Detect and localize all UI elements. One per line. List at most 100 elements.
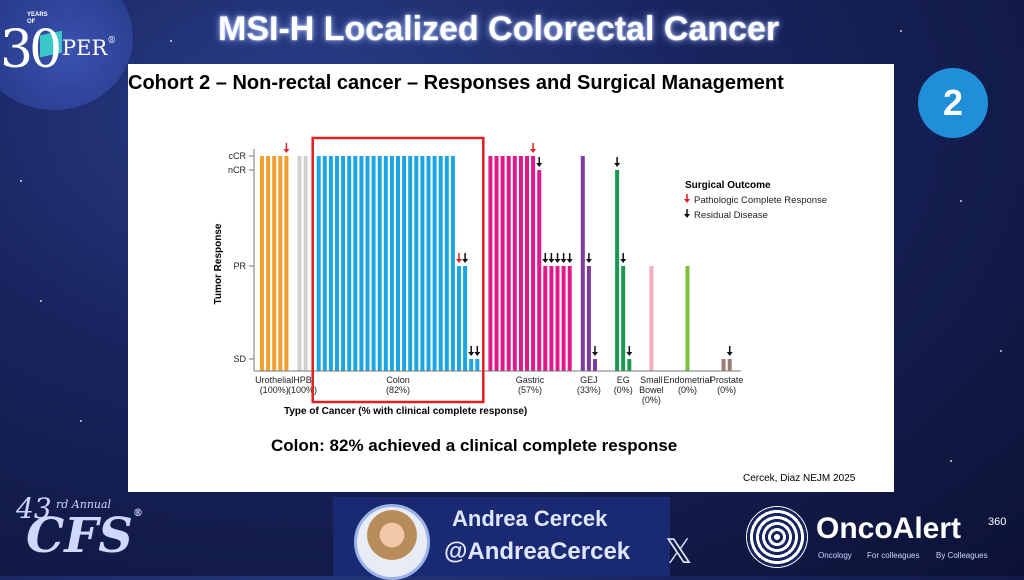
bar <box>685 266 690 371</box>
x-group-label: EG <box>617 375 630 385</box>
legend-label: Residual Disease <box>694 210 768 221</box>
bar <box>580 156 585 371</box>
speaker-name: Andrea Cercek <box>452 506 608 531</box>
bar <box>500 156 505 371</box>
bar <box>531 156 536 371</box>
x-group-pct: (100%) <box>288 385 317 395</box>
bar <box>525 156 529 371</box>
star <box>40 300 42 302</box>
cfs-name-text: CFS <box>26 508 133 564</box>
bar <box>438 156 443 371</box>
avatar <box>354 504 430 580</box>
speaker-handle[interactable]: @AndreaCercek <box>444 538 631 565</box>
bar <box>561 266 566 371</box>
oncoalert-360: 360 <box>988 516 1007 528</box>
legend-title: Surgical Outcome <box>685 180 771 191</box>
highlight-box <box>311 136 485 404</box>
bar <box>506 156 511 371</box>
bar <box>567 266 572 371</box>
x-group-label: Gastric <box>516 375 545 385</box>
cfs-number: 43 <box>16 492 52 525</box>
y-tick-label: SD <box>233 354 246 364</box>
rd-arrowhead <box>468 352 475 356</box>
bar <box>555 266 560 371</box>
x-group-label: Bowel <box>639 385 664 395</box>
bar <box>414 156 419 371</box>
bar <box>627 359 632 371</box>
rd-arrowhead <box>620 259 627 263</box>
slide-subtitle: Cohort 2 – Non-rectal cancer – Responses… <box>128 72 784 94</box>
brand-tag: For colleagues <box>867 551 920 560</box>
x-group-pct: (100%) <box>260 385 289 395</box>
bar <box>353 156 358 371</box>
bar <box>512 156 517 371</box>
response-chart: SD PR nCR cCR Tumor Response Urothelial(100%)… <box>213 136 827 417</box>
logo-years-text: YEARS OF <box>27 12 48 25</box>
bar <box>615 170 620 371</box>
bar <box>297 156 302 371</box>
bar <box>543 266 548 371</box>
bar <box>408 156 413 371</box>
bar <box>727 359 732 371</box>
x-group-pct: (57%) <box>518 385 542 395</box>
x-axis-label: Type of Cancer (% with clinical complete… <box>284 406 527 417</box>
x-group-pct: (0%) <box>678 385 697 395</box>
logo-brand-text: PER <box>62 36 108 60</box>
bar <box>432 156 437 371</box>
citation: Cercek, Diaz NEJM 2025 <box>743 473 856 484</box>
bar <box>457 266 461 371</box>
oncoalert-icon <box>746 506 808 568</box>
rd-arrowhead <box>554 259 561 263</box>
bar <box>371 156 376 371</box>
legend-arrowhead <box>684 199 690 203</box>
x-group-label: Endometrial <box>663 375 711 385</box>
pcr-arrowhead <box>283 149 290 153</box>
logo-reg: ® <box>107 36 117 46</box>
x-group-label: Colon <box>386 375 410 385</box>
star <box>950 460 952 462</box>
x-group-label: HPB <box>293 375 312 385</box>
rd-arrowhead <box>585 259 592 263</box>
bar <box>420 156 425 371</box>
star <box>1000 350 1002 352</box>
conclusion-text: Colon: 82% achieved a clinical complete … <box>271 436 678 455</box>
bar <box>316 156 321 371</box>
x-group-pct: (0%) <box>717 385 736 395</box>
bar <box>649 266 654 371</box>
pcr-arrowhead <box>530 149 537 153</box>
y-axis-label: Tumor Response <box>213 223 224 304</box>
bar <box>469 359 474 371</box>
rd-arrowhead <box>626 352 633 356</box>
y-tick-label: PR <box>233 261 246 271</box>
x-logo-icon[interactable]: 𝕏 <box>665 533 693 571</box>
bar <box>586 266 591 371</box>
cfs-annual: rd Annual <box>56 498 112 511</box>
bar <box>450 156 455 371</box>
bar <box>266 156 271 371</box>
oncoalert-brand: OncoAlert <box>816 512 962 545</box>
bar <box>303 156 308 371</box>
bar <box>593 359 597 371</box>
legend-label: Pathologic Complete Response <box>694 195 827 206</box>
legend-arrowhead <box>684 214 690 218</box>
bar <box>488 156 493 371</box>
bar <box>463 266 468 371</box>
bar <box>347 156 352 371</box>
bar <box>389 156 394 371</box>
star <box>80 420 82 422</box>
bar <box>335 156 339 371</box>
x-group-label: Urothelial <box>255 375 293 385</box>
bar <box>328 156 333 371</box>
bar <box>494 156 499 371</box>
bar <box>721 359 726 371</box>
bar <box>518 156 523 371</box>
bar <box>260 156 264 371</box>
bar <box>402 156 407 371</box>
bar <box>365 156 370 371</box>
cfs-name: CFS® <box>26 508 143 564</box>
logo-number: 30 <box>0 20 62 80</box>
star <box>170 40 172 42</box>
x-group-pct: (33%) <box>577 385 601 395</box>
x-group-label: GEJ <box>580 375 598 385</box>
rd-arrowhead <box>592 352 598 356</box>
